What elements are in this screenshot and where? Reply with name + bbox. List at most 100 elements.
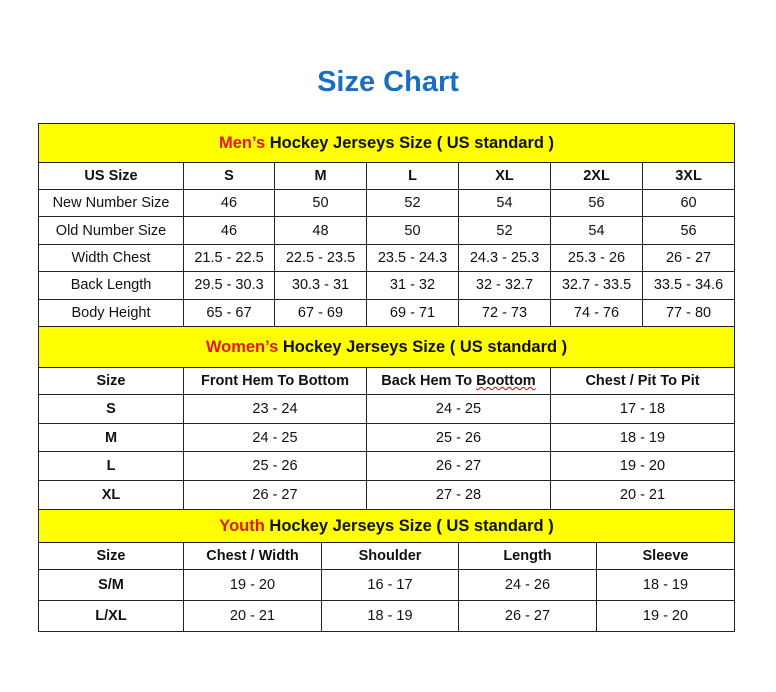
table-cell: 65 - 67	[183, 298, 275, 327]
row-label-cell: S	[38, 394, 184, 424]
row-label-cell: M	[38, 422, 184, 453]
column-header: Sleeve	[595, 542, 736, 570]
column-header: 2XL	[550, 162, 643, 190]
table-cell: 22.5 - 23.5	[274, 243, 367, 273]
column-header-label: XL	[495, 168, 514, 184]
row-label-cell: Width Chest	[38, 243, 184, 273]
row-label-cell: L/XL	[38, 600, 184, 632]
column-header-label: Chest / Width	[206, 548, 299, 564]
column-header-label: 2XL	[583, 168, 610, 184]
table-cell: 52	[458, 216, 551, 245]
column-header: L	[366, 162, 459, 190]
table-row: Body Height 65 - 67 67 - 69 69 - 71 72 - 73 7…	[38, 298, 736, 327]
table-cell: 26 - 27	[366, 451, 551, 482]
table-cell: 26 - 27	[458, 600, 597, 632]
table-cell: 77 - 80	[641, 298, 736, 327]
table-cell: 18 - 19	[595, 569, 736, 601]
column-header-label: US Size	[84, 168, 138, 184]
womens-size-table: Women’s Hockey Jerseys Size ( US standar…	[37, 326, 736, 510]
column-header: 3XL	[641, 162, 736, 190]
men-section-heading: Men’s Hockey Jerseys Size ( US standard …	[37, 123, 736, 163]
mens-size-table: Men’s Hockey Jerseys Size ( US standard …	[37, 123, 736, 327]
table-row: M 24 - 25 25 - 26 18 - 19	[38, 422, 736, 453]
column-header-label: L	[408, 168, 417, 184]
table-cell: 67 - 69	[274, 298, 367, 327]
table-cell: 48	[274, 216, 367, 245]
column-header: M	[274, 162, 367, 190]
column-header: Back Hem To Boottom	[366, 367, 551, 395]
column-header: Chest / Pit To Pit	[549, 367, 736, 395]
table-cell: 19 - 20	[549, 451, 736, 482]
column-header: XL	[458, 162, 551, 190]
column-header-label: Size	[96, 373, 126, 389]
column-header: S	[183, 162, 275, 190]
table-row: XL 26 - 27 27 - 28 20 - 21	[38, 480, 736, 510]
column-header: Length	[458, 542, 597, 570]
table-cell: 24.3 - 25.3	[458, 243, 551, 273]
row-label-cell: S/M	[38, 569, 184, 601]
table-cell: 50	[366, 216, 459, 245]
table-cell: 56	[641, 216, 736, 245]
row-label-cell: Back Length	[38, 271, 184, 300]
row-label-cell: Old Number Size	[38, 216, 184, 245]
youth-size-table: Youth Hockey Jerseys Size ( US standard …	[37, 509, 736, 632]
table-cell: 25.3 - 26	[550, 243, 643, 273]
column-header: Chest / Width	[183, 542, 322, 570]
table-cell: 30.3 - 31	[274, 271, 367, 300]
table-cell: 25 - 26	[366, 422, 551, 453]
section-heading-text: Hockey Jerseys Size ( US standard )	[264, 516, 554, 535]
column-header-label: Front Hem To Bottom	[201, 373, 349, 389]
column-header-row: Size Front Hem To Bottom Back Hem To Boott…	[38, 367, 736, 395]
table-cell: 72 - 73	[458, 298, 551, 327]
table-row: New Number Size 46 50 52 54 56 60	[38, 188, 736, 218]
table-row: L 25 - 26 26 - 27 19 - 20	[38, 451, 736, 482]
table-cell: 46	[183, 188, 275, 218]
table-cell: 54	[550, 216, 643, 245]
table-row: Width Chest 21.5 - 22.5 22.5 - 23.5 23.5 - …	[38, 243, 736, 273]
table-cell: 18 - 19	[321, 600, 459, 632]
table-cell: 16 - 17	[321, 569, 459, 601]
table-row: L/XL 20 - 21 18 - 19 26 - 27 19 - 20	[38, 600, 736, 632]
column-header: Size	[38, 367, 184, 395]
column-header: Front Hem To Bottom	[183, 367, 367, 395]
row-label-cell: L	[38, 451, 184, 482]
table-row: Old Number Size 46 48 50 52 54 56	[38, 216, 736, 245]
table-cell: 26 - 27	[183, 480, 367, 510]
column-header-label: Shoulder	[358, 548, 422, 564]
table-cell: 24 - 25	[366, 394, 551, 424]
column-header-row: Size Chest / Width Shoulder Length Sleeve	[38, 542, 736, 570]
table-cell: 50	[274, 188, 367, 218]
row-label-cell: XL	[38, 480, 184, 510]
section-heading-accent: Youth	[219, 516, 265, 535]
column-header-label: Sleeve	[642, 548, 689, 564]
column-header-label: Back Hem To Boottom	[381, 373, 536, 389]
section-heading-accent: Men’s	[219, 133, 266, 152]
column-header: Size	[38, 542, 184, 570]
section-heading-text: Hockey Jerseys Size ( US standard )	[265, 133, 555, 152]
column-header-label: M	[314, 168, 327, 184]
table-cell: 27 - 28	[366, 480, 551, 510]
column-header: US Size	[38, 162, 184, 190]
table-cell: 20 - 21	[549, 480, 736, 510]
table-cell: 23 - 24	[183, 394, 367, 424]
column-header-label: 3XL	[675, 168, 702, 184]
table-cell: 33.5 - 34.6	[641, 271, 736, 300]
column-header-label: S	[224, 168, 234, 184]
table-cell: 20 - 21	[183, 600, 322, 632]
table-cell: 32.7 - 33.5	[550, 271, 643, 300]
table-cell: 74 - 76	[550, 298, 643, 327]
table-cell: 52	[366, 188, 459, 218]
youth-section-heading: Youth Hockey Jerseys Size ( US standard …	[37, 509, 736, 543]
table-cell: 69 - 71	[366, 298, 459, 327]
table-cell: 46	[183, 216, 275, 245]
row-label-cell: Body Height	[38, 298, 184, 327]
table-row: Back Length 29.5 - 30.3 30.3 - 31 31 - 32 32…	[38, 271, 736, 300]
table-cell: 23.5 - 24.3	[366, 243, 459, 273]
table-row: S/M 19 - 20 16 - 17 24 - 26 18 - 19	[38, 569, 736, 601]
table-row: S 23 - 24 24 - 25 17 - 18	[38, 394, 736, 424]
table-cell: 25 - 26	[183, 451, 367, 482]
table-cell: 24 - 26	[458, 569, 597, 601]
table-cell: 19 - 20	[183, 569, 322, 601]
table-cell: 29.5 - 30.3	[183, 271, 275, 300]
column-header-label: Size	[96, 548, 126, 564]
